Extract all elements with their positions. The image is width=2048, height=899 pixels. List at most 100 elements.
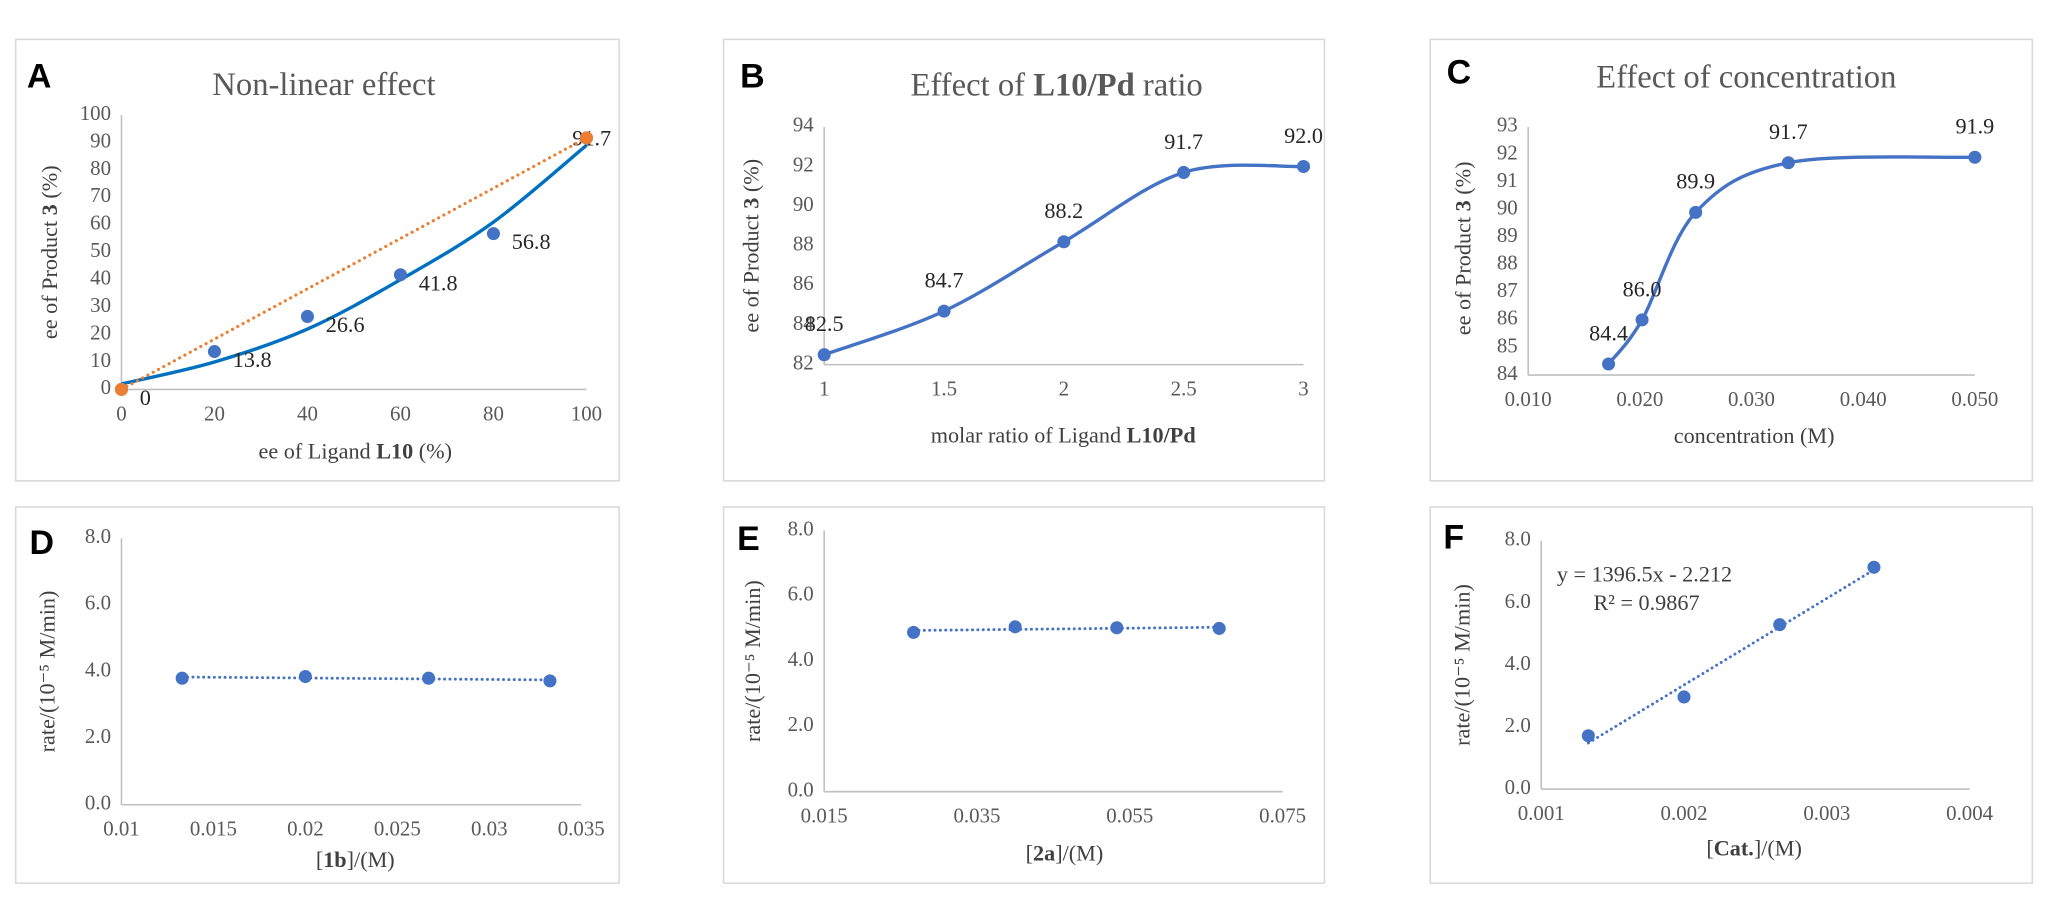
point: [1110, 621, 1124, 635]
y-axis-label: rate/(10⁻⁵ M/min): [35, 591, 60, 753]
chart-title-part: L10/Pd: [1033, 67, 1135, 103]
x-axis-label-part: (%): [413, 439, 452, 464]
point: [907, 625, 921, 639]
panel-label: B: [740, 58, 765, 96]
x-axis-label-part: [: [1706, 836, 1713, 861]
y-tick-label: 88: [793, 232, 814, 256]
y-tick-label: 20: [90, 320, 111, 344]
trend-line: [1586, 568, 1876, 745]
chart-title-part: ratio: [1135, 67, 1203, 103]
data-label: 56.8: [512, 229, 551, 254]
panel-label: A: [27, 58, 52, 96]
x-tick-label: 40: [297, 401, 318, 425]
x-axis-label-part: ]/(M): [1055, 841, 1103, 866]
y-tick-label: 91: [1497, 168, 1518, 192]
y-tick-label: 4.0: [85, 657, 111, 681]
y-tick-label: 100: [80, 101, 111, 125]
y-tick-label: 90: [793, 192, 814, 216]
point: [175, 671, 189, 685]
x-tick-label: 0.010: [1505, 387, 1552, 411]
y-tick-label: 8.0: [1505, 527, 1531, 551]
data-label: 41.8: [419, 270, 458, 295]
panel-label: C: [1447, 54, 1472, 92]
data-label: 0: [140, 385, 151, 410]
x-tick-label: 20: [204, 401, 225, 425]
y-tick-label: 6.0: [788, 582, 814, 606]
point: [1212, 621, 1226, 635]
y-axis-label-part: (%): [1451, 161, 1476, 200]
data-label: 88.2: [1044, 198, 1083, 223]
data-label: 26.6: [326, 312, 365, 337]
x-axis-label-part: [: [1026, 841, 1033, 866]
panel-label: E: [737, 520, 760, 558]
point: [937, 304, 951, 318]
y-tick-label: 8.0: [85, 524, 111, 548]
panel-frame: [722, 38, 1326, 482]
point: [1602, 357, 1616, 371]
x-tick-label: 0.004: [1946, 801, 1994, 825]
line: [119, 136, 589, 391]
annotation: y = 1396.5x - 2.212: [1557, 561, 1732, 586]
x-axis-label-part: L10/Pd: [1127, 423, 1197, 448]
panel-frame: [14, 38, 620, 482]
y-axis-label-part: (%): [37, 165, 62, 204]
x-tick-label: 0.002: [1661, 801, 1708, 825]
y-tick-label: 82: [793, 350, 814, 374]
point: [1635, 313, 1649, 327]
data-label: 92.0: [1284, 123, 1323, 148]
data-label: 91.9: [1955, 114, 1994, 139]
x-axis-label: [1b]/(M): [316, 847, 395, 872]
data-label: 91.7: [1769, 119, 1808, 144]
x-axis-label-part: ]/(M): [1754, 836, 1802, 861]
x-axis-label-part: ee of Ligand: [259, 439, 377, 464]
y-tick-label: 10: [90, 348, 111, 372]
y-tick-label: 40: [90, 266, 111, 290]
y-tick-label: 90: [90, 128, 111, 152]
data-label: 13.8: [233, 347, 272, 372]
annotation: R² = 0.9867: [1593, 590, 1699, 615]
y-axis-label: rate/(10⁻⁵ M/min): [1449, 584, 1474, 746]
data-label: 82.5: [805, 311, 844, 336]
y-axis-label-part: 3: [37, 204, 62, 215]
y-tick-label: 4.0: [1505, 651, 1531, 675]
y-tick-label: 2.0: [1505, 713, 1531, 737]
x-axis-label: [Cat.]/(M): [1706, 836, 1802, 861]
trend-line: [180, 675, 552, 682]
y-tick-label: 92: [793, 152, 814, 176]
y-tick-label: 2.0: [85, 724, 111, 748]
y-tick-label: 84: [793, 311, 814, 335]
x-tick-label: 2.5: [1171, 377, 1197, 401]
data-label: 89.9: [1676, 169, 1715, 194]
point: [1867, 560, 1881, 574]
y-tick-label: 0.0: [85, 791, 111, 815]
data-label: 84.4: [1589, 320, 1628, 345]
x-tick-label: 0.020: [1616, 387, 1663, 411]
y-tick-label: 80: [90, 156, 111, 180]
x-tick-label: 0.02: [287, 817, 324, 841]
y-tick-label: 86: [793, 271, 814, 295]
x-tick-label: 0.050: [1951, 387, 1998, 411]
y-tick-label: 8.0: [788, 516, 814, 540]
x-tick-label: 3: [1298, 377, 1308, 401]
y-tick-label: 0.0: [1505, 775, 1531, 799]
point: [1008, 620, 1022, 634]
y-axis-label-part: ee of Product: [739, 209, 764, 333]
point: [1781, 156, 1795, 170]
x-tick-label: 0.03: [471, 817, 508, 841]
x-axis-label-part: 2a: [1033, 841, 1055, 866]
curve: [121, 143, 588, 386]
point: [298, 670, 312, 684]
x-tick-label: 0: [116, 401, 126, 425]
panel-frame: [14, 506, 620, 884]
y-tick-label: 30: [90, 293, 111, 317]
data-label: 86.0: [1623, 276, 1662, 301]
point: [1581, 729, 1595, 743]
point: [300, 309, 314, 323]
x-axis-label: [2a]/(M): [1026, 841, 1104, 866]
y-tick-label: 92: [1497, 140, 1518, 164]
y-tick-label: 86: [1497, 306, 1518, 330]
x-tick-label: 0.075: [1259, 804, 1306, 828]
y-tick-label: 87: [1497, 278, 1518, 302]
panel-frame: [1429, 506, 2034, 884]
